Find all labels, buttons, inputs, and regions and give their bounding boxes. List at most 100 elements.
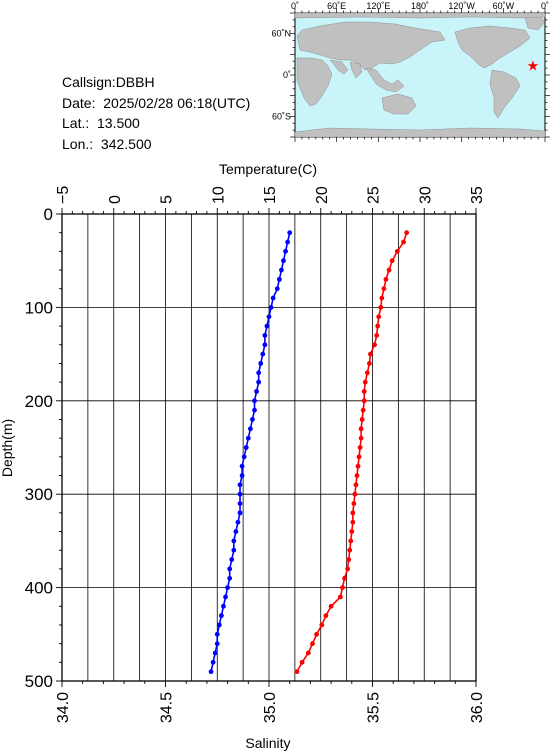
salinity-point — [252, 398, 257, 404]
salinity-point — [262, 342, 268, 348]
temperature-point — [350, 519, 356, 525]
salinity-point — [247, 426, 253, 432]
salinity-point — [212, 650, 218, 656]
longitude-label: 0˚ — [291, 1, 299, 11]
temperature-point — [361, 389, 367, 394]
series-layer — [208, 230, 410, 675]
salinity-point — [221, 603, 226, 609]
depth-tick-label: 400 — [25, 579, 53, 598]
temperature-tick-label: −5 — [55, 186, 72, 204]
temperature-point — [310, 641, 315, 647]
salinity-axis-label: Salinity — [245, 735, 290, 751]
salinity-point — [252, 407, 257, 413]
temperature-point — [357, 445, 363, 450]
salinity-point — [216, 622, 222, 628]
salinity-tick-label: 34.0 — [55, 692, 72, 723]
salinity-point — [214, 641, 220, 647]
depth-tick-label: 200 — [25, 392, 53, 411]
land-north-america — [454, 25, 531, 69]
temperature-point — [401, 239, 406, 245]
salinity-point — [233, 529, 239, 534]
date-text: Date: 2025/02/28 06:18(UTC) — [62, 94, 251, 111]
temperature-point — [404, 230, 410, 236]
salinity-point — [237, 501, 243, 506]
salinity-point — [208, 669, 214, 675]
temperature-point — [381, 286, 387, 292]
temperature-point — [347, 547, 353, 553]
lat-text: Lat.: 13.500 — [62, 115, 140, 131]
location-map: 0˚ 60˚E 120˚E 180˚ 120˚W 60˚W 0˚ 60˚N 0˚ 60˚S ★ — [271, 1, 550, 142]
temperature-point — [346, 557, 352, 562]
temperature-point — [389, 258, 395, 264]
salinity-point — [281, 258, 286, 264]
salinity-point — [214, 631, 220, 637]
temperature-point — [345, 566, 351, 572]
salinity-point — [227, 566, 233, 572]
temperature-point — [358, 435, 364, 441]
temperature-point — [352, 491, 358, 497]
temperature-point — [350, 510, 356, 516]
map-land — [294, 12, 546, 138]
temperature-point — [299, 659, 305, 665]
salinity-point — [237, 491, 243, 497]
temperature-point — [353, 482, 359, 488]
salinity-point — [256, 370, 262, 376]
longitude-label: 180˚ — [411, 1, 429, 11]
salinity-point — [229, 557, 235, 562]
land-arctic — [294, 12, 546, 19]
depth-tick-label: 500 — [25, 672, 53, 691]
chart-grid — [61, 213, 477, 682]
salinity-point — [231, 547, 237, 553]
temperature-point — [366, 361, 372, 366]
temperature-tick-label: 0 — [107, 195, 124, 204]
temperature-point — [349, 529, 355, 534]
land-europe-asia — [296, 21, 446, 71]
temperature-point — [338, 594, 343, 600]
temperature-point — [372, 342, 377, 348]
temperature-point — [348, 538, 354, 544]
temperature-tick-label: 25 — [366, 186, 383, 204]
longitude-label: 120˚W — [448, 1, 475, 11]
callsign-text: Callsign:DBBH — [62, 74, 155, 90]
salinity-point — [237, 482, 243, 488]
salinity-point — [237, 510, 243, 516]
temperature-tick-labels: −5 0 5 10 15 20 25 30 35 — [55, 186, 486, 204]
salinity-tick-labels: 34.0 34.5 35.0 35.5 36.0 — [55, 692, 486, 723]
salinity-point — [283, 248, 288, 254]
temperature-tick-label: 10 — [210, 186, 227, 204]
depth-tick-labels: 0 100 200 300 400 500 — [25, 205, 53, 691]
temperature-tick-label: 20 — [314, 186, 331, 204]
salinity-point — [225, 585, 231, 590]
temperature-point — [364, 370, 370, 376]
salinity-point — [268, 305, 274, 310]
temperature-point — [379, 295, 385, 301]
depth-tick-label: 0 — [44, 205, 53, 224]
salinity-point — [254, 389, 259, 394]
salinity-point — [256, 379, 262, 385]
ship-position-marker: ★ — [527, 59, 540, 75]
temperature-point — [354, 473, 360, 478]
land-africa — [296, 57, 333, 107]
temperature-point — [294, 669, 300, 675]
latitude-label: 0˚ — [283, 70, 291, 80]
temperature-point — [375, 323, 381, 329]
salinity-point — [285, 239, 291, 245]
temperature-point — [394, 248, 400, 254]
temperature-tick-label: 15 — [262, 186, 279, 204]
salinity-point — [245, 435, 251, 441]
salinity-point — [262, 333, 268, 338]
temperature-point — [356, 454, 362, 460]
lon-text: Lon.: 342.500 — [62, 135, 152, 152]
temperature-point — [342, 575, 347, 581]
temperature-profile-line — [296, 232, 408, 673]
salinity-point — [239, 473, 245, 478]
salinity-point — [264, 323, 270, 329]
salinity-point — [258, 361, 264, 366]
temperature-tick-label: 5 — [159, 195, 176, 204]
axis-tick-marks — [56, 208, 477, 687]
salinity-point — [210, 659, 216, 665]
temperature-point — [359, 417, 365, 422]
temperature-point — [362, 379, 368, 385]
salinity-point — [231, 538, 237, 544]
longitude-label: 60˚E — [327, 1, 346, 11]
